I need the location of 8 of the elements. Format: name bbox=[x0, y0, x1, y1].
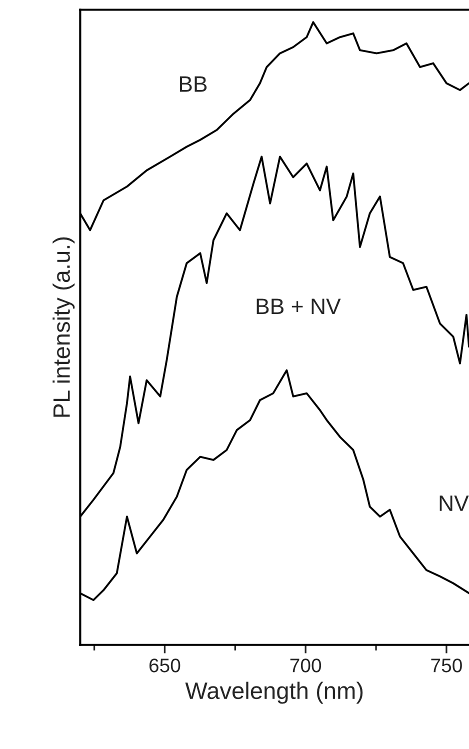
y-axis-title: PL intensity (a.u.) bbox=[52, 237, 75, 417]
text: BB + NV bbox=[256, 298, 341, 314]
x-tick-label: 750 bbox=[431, 658, 462, 672]
x-tick-label: 650 bbox=[149, 658, 180, 672]
x-axis-title: Wavelength (nm) bbox=[185, 682, 363, 704]
text: NV bbox=[440, 496, 469, 511]
series-label: BB bbox=[180, 76, 207, 92]
x-tick-label: 700 bbox=[290, 658, 322, 672]
